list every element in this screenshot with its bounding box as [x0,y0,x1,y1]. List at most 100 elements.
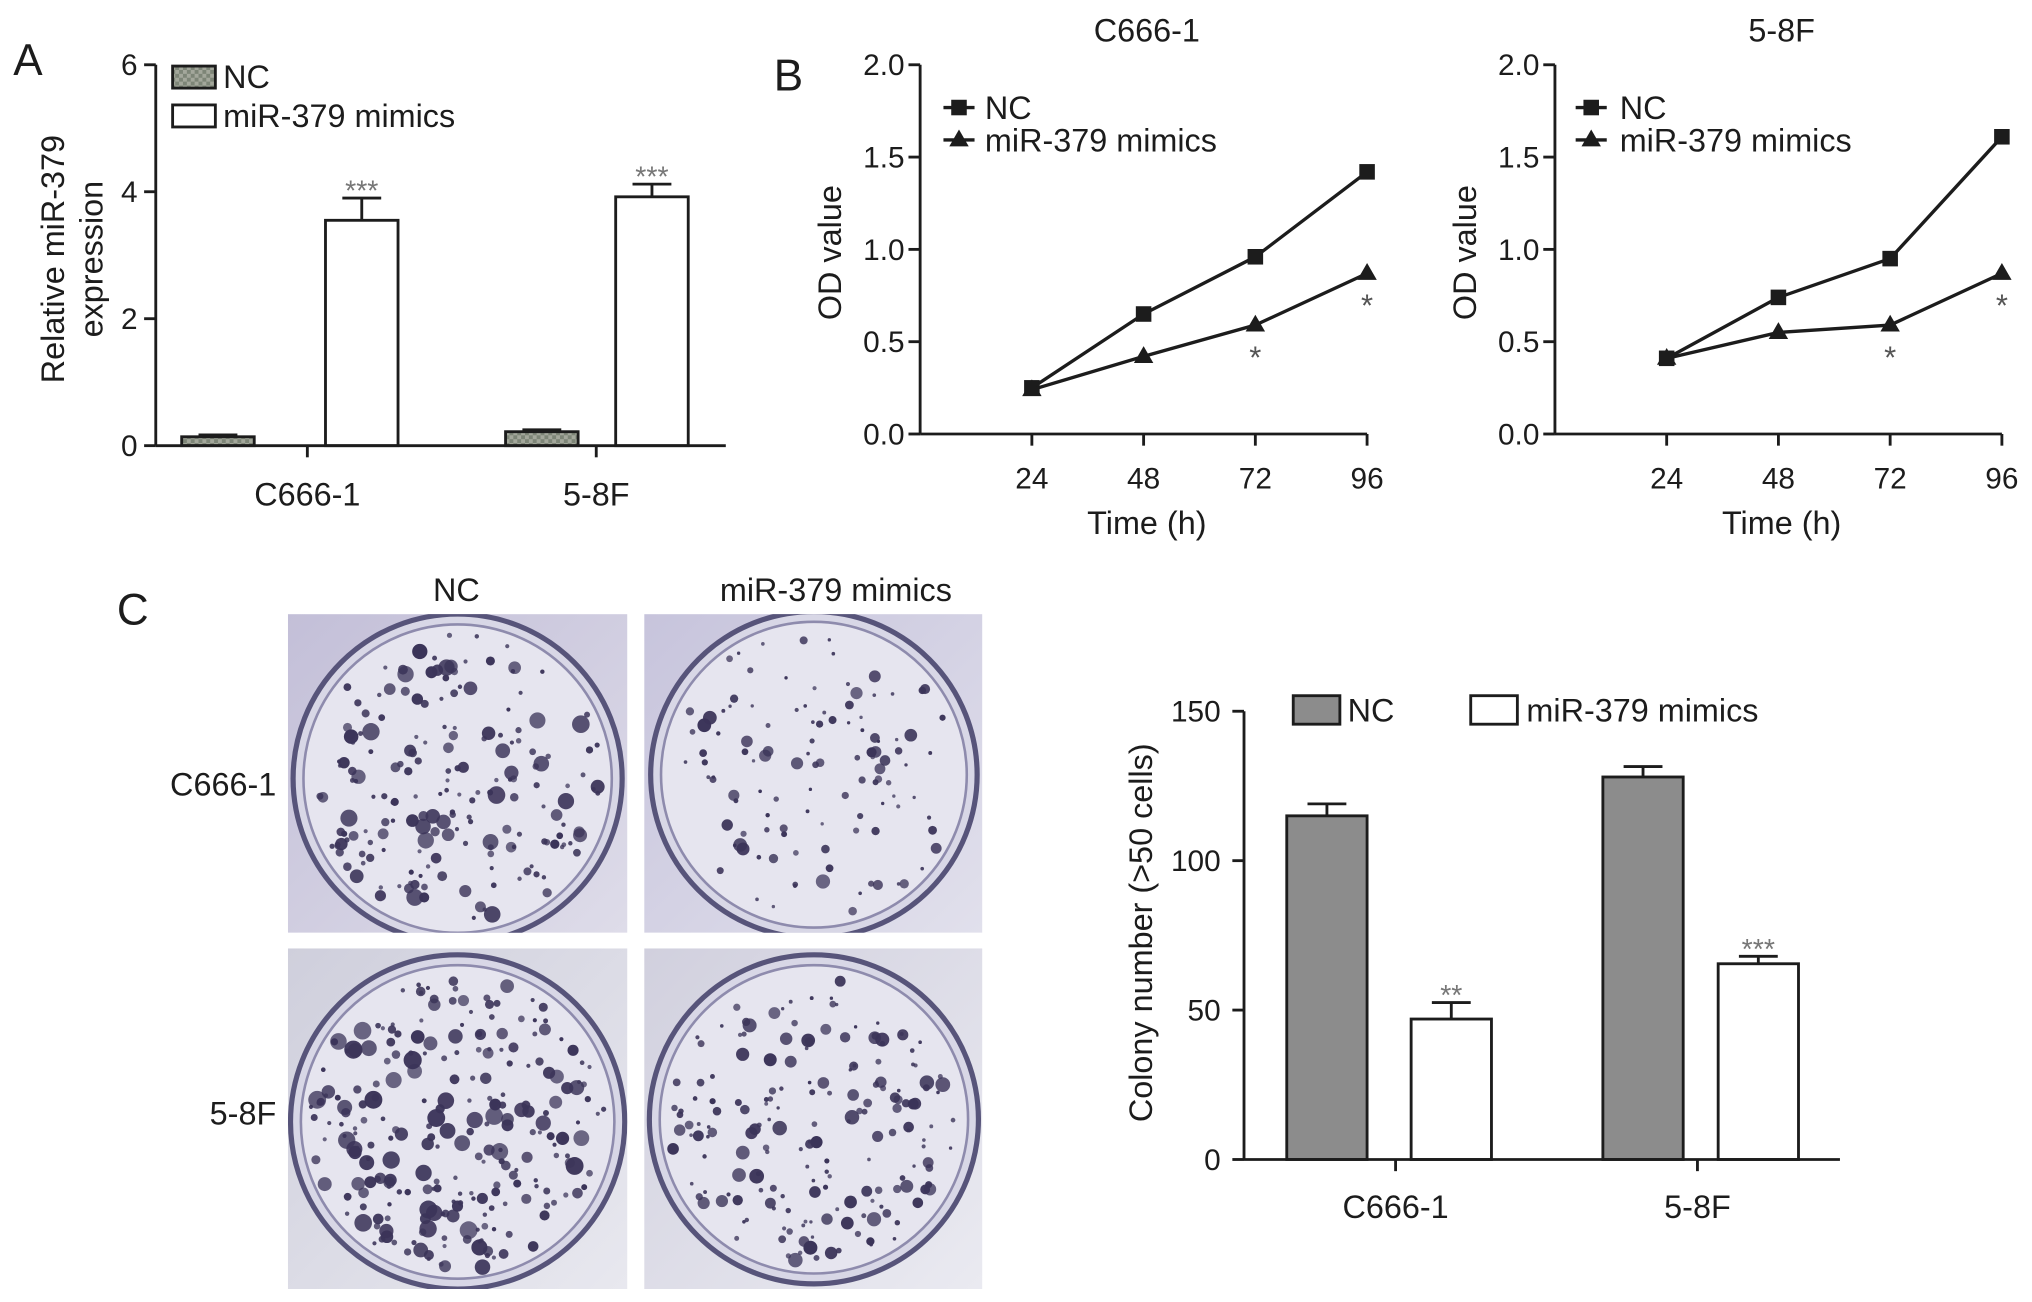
colony-dot [568,841,573,846]
colony-dot [561,1082,574,1095]
petri-dish-base [659,620,969,929]
colony-dot [767,1096,774,1102]
colony-dot [422,1051,427,1056]
colony-dot [502,824,512,834]
colony-dot [533,1178,538,1183]
colony-dot [882,1208,892,1218]
chart-relative-expression: NC *** *** miR-379 mimics 0 2 4 6 Relative miR-3… [35,49,726,512]
colony-dot [824,1246,838,1260]
point-mir-379-mimics-96h [1992,263,2012,280]
y-axis-label: Colony number (>50 cells) [1123,743,1159,1122]
colony-dot [388,1135,394,1141]
colony-dot [532,1031,538,1037]
colony-dot [872,879,883,891]
colony-dot [443,742,454,754]
colony-dot [346,1140,363,1158]
colony-dot [926,815,932,820]
colony-dot [585,746,594,754]
colony-dot [505,1230,513,1238]
colony-dot [879,755,891,766]
colony-dot [361,709,370,718]
bar-nc-5-8f [504,430,580,448]
colony-dot [856,1107,863,1115]
colony-dot [729,694,739,703]
colony-dot [848,906,857,916]
colony-dot [741,748,749,756]
colony-dot [433,1178,440,1185]
colony-dot [834,975,846,987]
colony-dot [812,686,817,691]
colony-dot [391,1239,398,1246]
legend-label-mir-379-mimics: miR-379 mimics [985,123,1217,159]
colony-dot [703,1190,708,1194]
colony-dot [899,1175,906,1181]
colony-dot [549,1095,563,1109]
colony-dot [470,1075,476,1081]
point-mir-379-mimics-48h [1133,346,1154,363]
colony-dot [442,1243,447,1249]
colony-dot [457,1191,463,1196]
colony-dot [557,792,575,810]
colony-dot [846,1119,851,1124]
colony-dot [894,737,899,742]
colony-dot [509,792,519,802]
colony-dot [854,754,861,761]
colony-dot [487,1095,493,1101]
chart-od-5-8f: 0.0 0.5 1.0 1.5 2.0 OD value 24 48 72 96 5-8F Time … [1447,12,2019,540]
colony-dot [563,1192,569,1198]
colony-dot [505,644,510,649]
colony-dot [542,888,552,898]
colony-dot [418,873,423,878]
colony-dot [759,749,772,762]
colony-dot [484,1121,490,1127]
colony-dot [912,1197,924,1209]
colony-dot [418,990,424,995]
colony-dot [699,749,708,757]
colony-dot [489,866,494,871]
colony-dot [808,787,813,792]
colony-dot [430,852,442,864]
colony-dot [790,757,804,770]
colony-dot [875,1076,887,1088]
colony-dot [483,906,501,923]
colony-dot [768,1087,777,1095]
colony-dot [515,727,522,734]
colony-dot [841,791,849,800]
colony-dot [459,1221,478,1240]
colony-dot [343,1192,352,1201]
chart-title: C666-1 [1094,12,1200,48]
colony-dot [560,1134,568,1141]
colony-dot [858,891,862,896]
colony-dot [423,740,428,745]
colony-dot [918,1040,922,1045]
colony-dot [892,1103,902,1113]
colony-dot [375,1022,381,1029]
colony-dot [740,1104,750,1115]
point-nc-72h [1882,250,1898,267]
colony-dot [322,1137,327,1142]
colony-dot [425,985,431,991]
colony-dot [500,1092,506,1098]
colony-dot [415,1164,432,1182]
colony-dot [371,794,376,799]
colony-dot [442,674,450,682]
colony-dot [764,827,770,833]
colony-dot [567,1044,579,1056]
colony-dot [463,681,478,696]
colony-dot [684,1120,694,1130]
colony-dot [358,1187,369,1199]
colony-dot [824,1169,829,1174]
colony-dot [728,704,732,708]
colony-dot [367,839,374,846]
significance-label: ** [1440,980,1462,1012]
colony-dot [734,1235,740,1241]
legend-label-nc: NC [985,90,1032,126]
colony-dot [846,721,851,725]
colony-dot [522,1105,535,1118]
colony-dot [580,772,586,778]
colony-dot [804,1046,809,1051]
colony-dot [809,738,815,744]
colony-dot [827,638,831,642]
colony-dot [481,1222,489,1230]
colony-dot [812,761,819,769]
